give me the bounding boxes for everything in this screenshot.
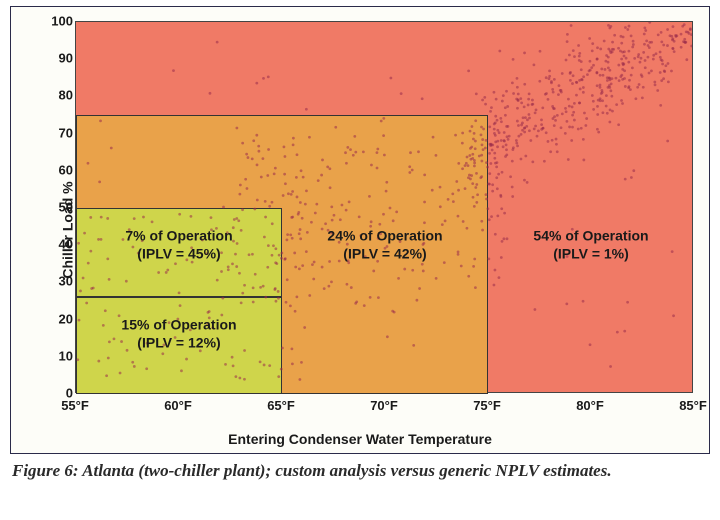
figure-frame: 54% of Operation(IPLV = 1%) 24% of Operat…: [10, 6, 710, 454]
ytick-90: 90: [33, 51, 73, 66]
xtick-85: 85°F: [679, 398, 707, 413]
region-outer-label: 54% of Operation(IPLV = 1%): [533, 228, 648, 263]
xtick-60: 60°F: [164, 398, 192, 413]
ytick-30: 30: [33, 274, 73, 289]
xtick-65: 65°F: [267, 398, 295, 413]
xtick-75: 75°F: [473, 398, 501, 413]
ytick-100: 100: [33, 14, 73, 29]
ytick-60: 60: [33, 162, 73, 177]
ytick-10: 10: [33, 348, 73, 363]
ytick-70: 70: [33, 125, 73, 140]
figure-caption: Figure 6: Atlanta (two-chiller plant); c…: [12, 460, 708, 483]
xtick-70: 70°F: [370, 398, 398, 413]
ytick-80: 80: [33, 88, 73, 103]
y-axis-label: Chiller Load %: [60, 181, 76, 278]
x-axis-label: Entering Condenser Water Temperature: [228, 431, 492, 447]
plot-area: 54% of Operation(IPLV = 1%) 24% of Operat…: [75, 21, 693, 393]
region-lower-inner-label: 15% of Operation(IPLV = 12%): [121, 317, 236, 352]
xtick-80: 80°F: [576, 398, 604, 413]
region-mid-label: 24% of Operation(IPLV = 42%): [327, 228, 442, 263]
ytick-40: 40: [33, 237, 73, 252]
region-upper-inner-label: 7% of Operation(IPLV = 45%): [125, 228, 232, 263]
ytick-20: 20: [33, 311, 73, 326]
xtick-55: 55°F: [61, 398, 89, 413]
ytick-50: 50: [33, 200, 73, 215]
